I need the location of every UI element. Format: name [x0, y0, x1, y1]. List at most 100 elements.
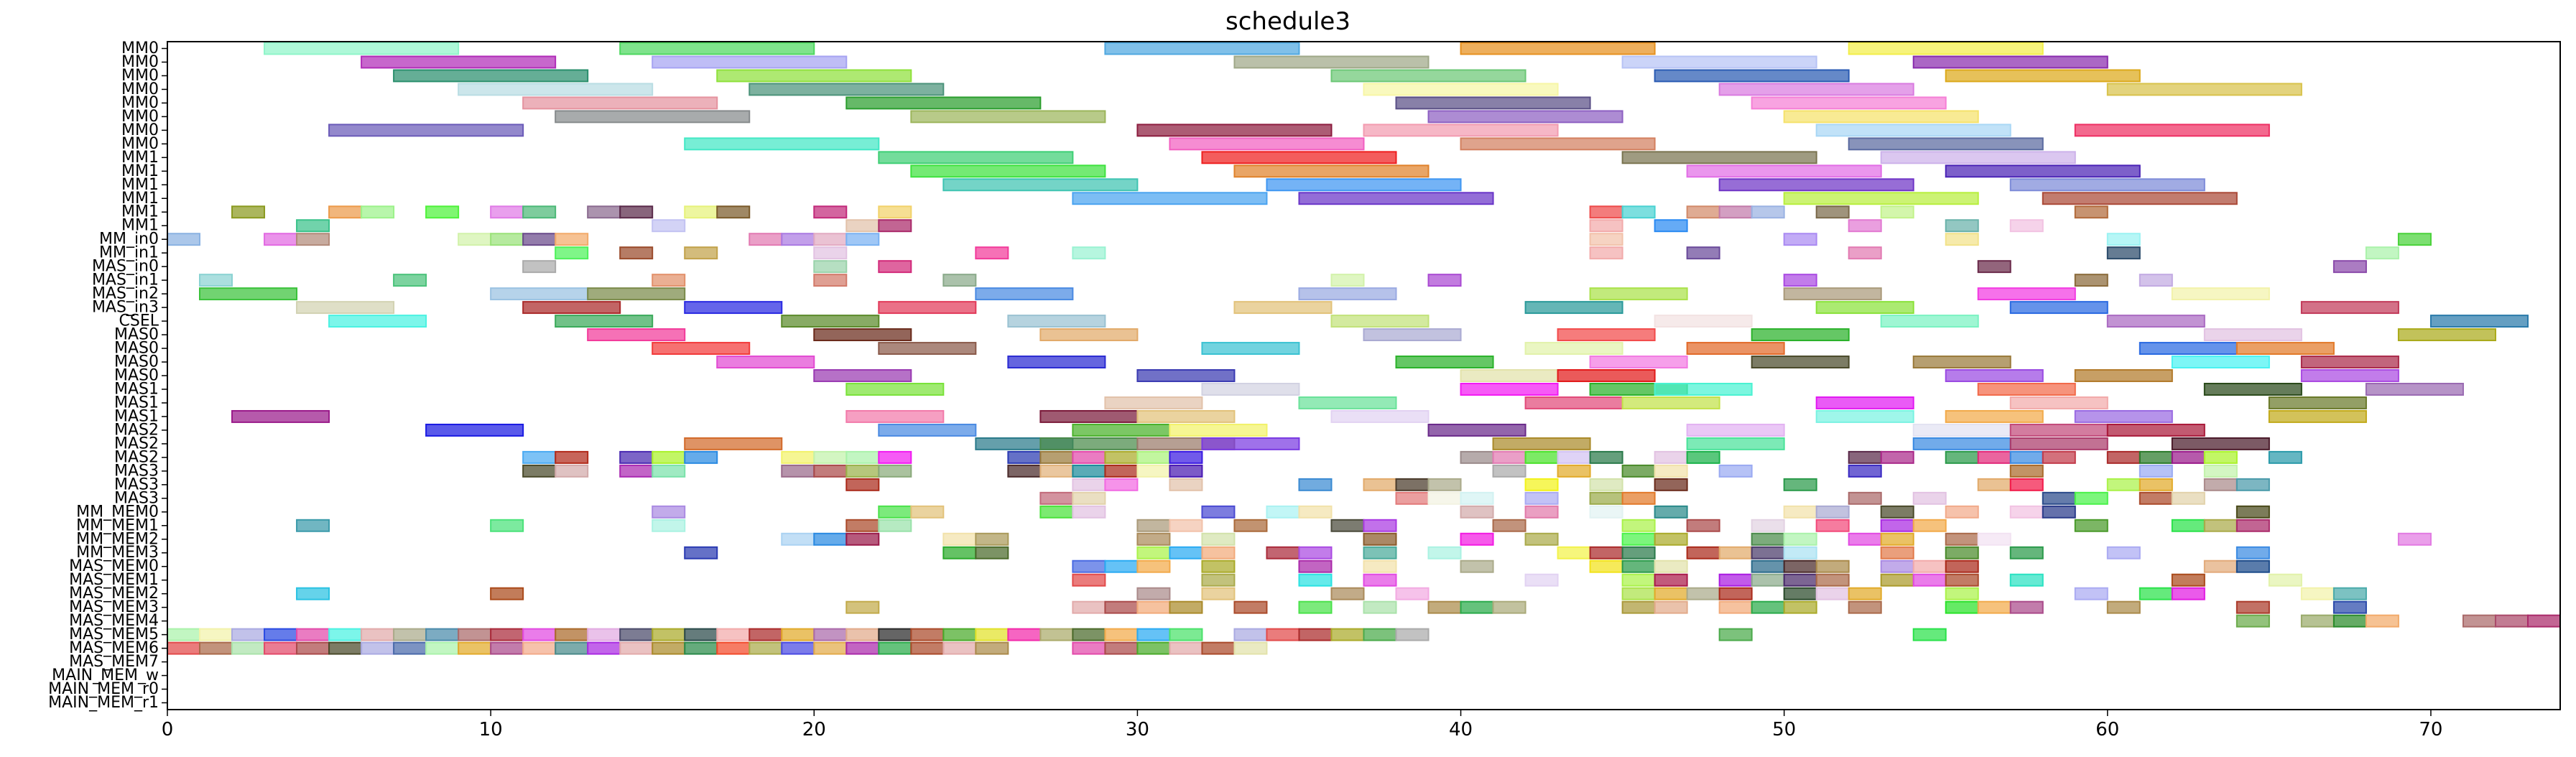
task-bar	[1072, 491, 1106, 505]
task-bar	[813, 260, 848, 274]
task-bar	[813, 274, 848, 287]
task-bar	[1912, 437, 2011, 450]
task-bar	[1363, 83, 1559, 96]
task-bar	[1363, 519, 1397, 532]
task-bar	[555, 110, 751, 124]
y-tick-label: MM_in1	[99, 244, 159, 262]
y-tick-label: MAS1	[114, 380, 159, 398]
task-bar	[878, 505, 912, 519]
y-tick-label: MAS_in3	[92, 299, 159, 317]
task-bar	[1589, 205, 1623, 219]
task-bar	[1460, 559, 1494, 573]
task-bar	[1912, 423, 2011, 437]
task-bar	[716, 356, 815, 368]
task-bar	[878, 450, 912, 464]
task-bar	[1654, 383, 1753, 396]
task-bar	[1395, 491, 1430, 505]
y-tick-label: MM0	[121, 80, 159, 98]
task-bar	[2074, 274, 2108, 287]
task-bar	[975, 532, 1009, 546]
task-bar	[1136, 587, 1171, 600]
x-tick-label: 10	[479, 719, 503, 740]
task-bar	[328, 124, 524, 137]
task-bar	[1977, 600, 2011, 614]
task-bar	[1880, 450, 1914, 464]
task-bar	[1136, 546, 1171, 559]
task-bar	[458, 233, 492, 246]
task-bar	[1880, 532, 1914, 546]
y-tick-label: MAS0	[114, 367, 159, 385]
task-bar	[296, 301, 395, 315]
task-bar	[1201, 641, 1236, 655]
y-tick-label: MAS0	[114, 340, 159, 358]
task-bar	[1104, 42, 1300, 55]
task-bar	[652, 219, 686, 233]
task-bar	[813, 205, 848, 219]
task-bar	[1751, 559, 1785, 573]
task-bar	[1007, 628, 1042, 641]
task-bar	[1460, 383, 1559, 396]
task-bar	[1621, 491, 1656, 505]
task-bar	[1169, 628, 1203, 641]
task-bar	[1751, 532, 1785, 546]
task-bar	[1072, 464, 1106, 478]
task-bar	[1298, 505, 1333, 519]
task-bar	[231, 409, 330, 423]
y-tick-label: MAS2	[114, 421, 159, 439]
task-bar	[1912, 573, 1947, 587]
task-bar	[2009, 437, 2108, 450]
task-bar	[1621, 600, 1656, 614]
task-bar	[555, 464, 589, 478]
task-bar	[2236, 519, 2270, 532]
y-tick-label: MM1	[121, 149, 159, 167]
task-bar	[361, 641, 395, 655]
task-bar	[2074, 519, 2108, 532]
task-bar	[2106, 83, 2302, 96]
task-bar	[619, 450, 654, 464]
y-tick-label: MAS_MEM6	[69, 639, 159, 657]
task-bar	[1363, 628, 1397, 641]
task-bar	[167, 641, 201, 655]
task-bar	[458, 83, 654, 96]
task-bar	[781, 532, 815, 546]
task-bar	[975, 546, 1009, 559]
task-bar	[2106, 450, 2141, 464]
task-bar	[1427, 110, 1623, 124]
task-bar	[2139, 342, 2238, 356]
task-bar	[1363, 328, 1462, 342]
y-tick-label: MM0	[121, 94, 159, 112]
task-bar	[1718, 628, 1753, 641]
task-bar	[393, 628, 427, 641]
task-bar	[1072, 573, 1106, 587]
task-bar	[684, 301, 783, 315]
task-bar	[845, 233, 880, 246]
task-bar	[199, 641, 233, 655]
task-bar	[1007, 315, 1106, 328]
task-bar	[2332, 260, 2367, 274]
task-bar	[1621, 587, 1656, 600]
task-bar	[1848, 587, 1882, 600]
task-bar	[264, 628, 298, 641]
task-bar	[296, 233, 330, 246]
task-bar	[1977, 287, 2076, 301]
task-bar	[264, 641, 298, 655]
y-tick-label: MM0	[121, 135, 159, 153]
task-bar	[1169, 641, 1203, 655]
task-bar	[845, 409, 945, 423]
task-bar	[1395, 96, 1591, 110]
task-bar	[1524, 450, 1559, 464]
task-bar	[1654, 505, 1688, 519]
task-bar	[1298, 628, 1333, 641]
task-bar	[781, 464, 815, 478]
task-bar	[1718, 83, 1914, 96]
task-bar	[1654, 478, 1688, 491]
y-tick-label: MAS_in2	[92, 285, 159, 303]
task-bar	[813, 532, 848, 546]
task-bar	[2332, 587, 2367, 600]
task-bar	[1104, 559, 1139, 573]
task-bar	[1686, 546, 1720, 559]
task-bar	[296, 641, 330, 655]
y-tick-label: MAS3	[114, 475, 159, 493]
task-bar	[2009, 396, 2108, 409]
task-bar	[878, 301, 977, 315]
